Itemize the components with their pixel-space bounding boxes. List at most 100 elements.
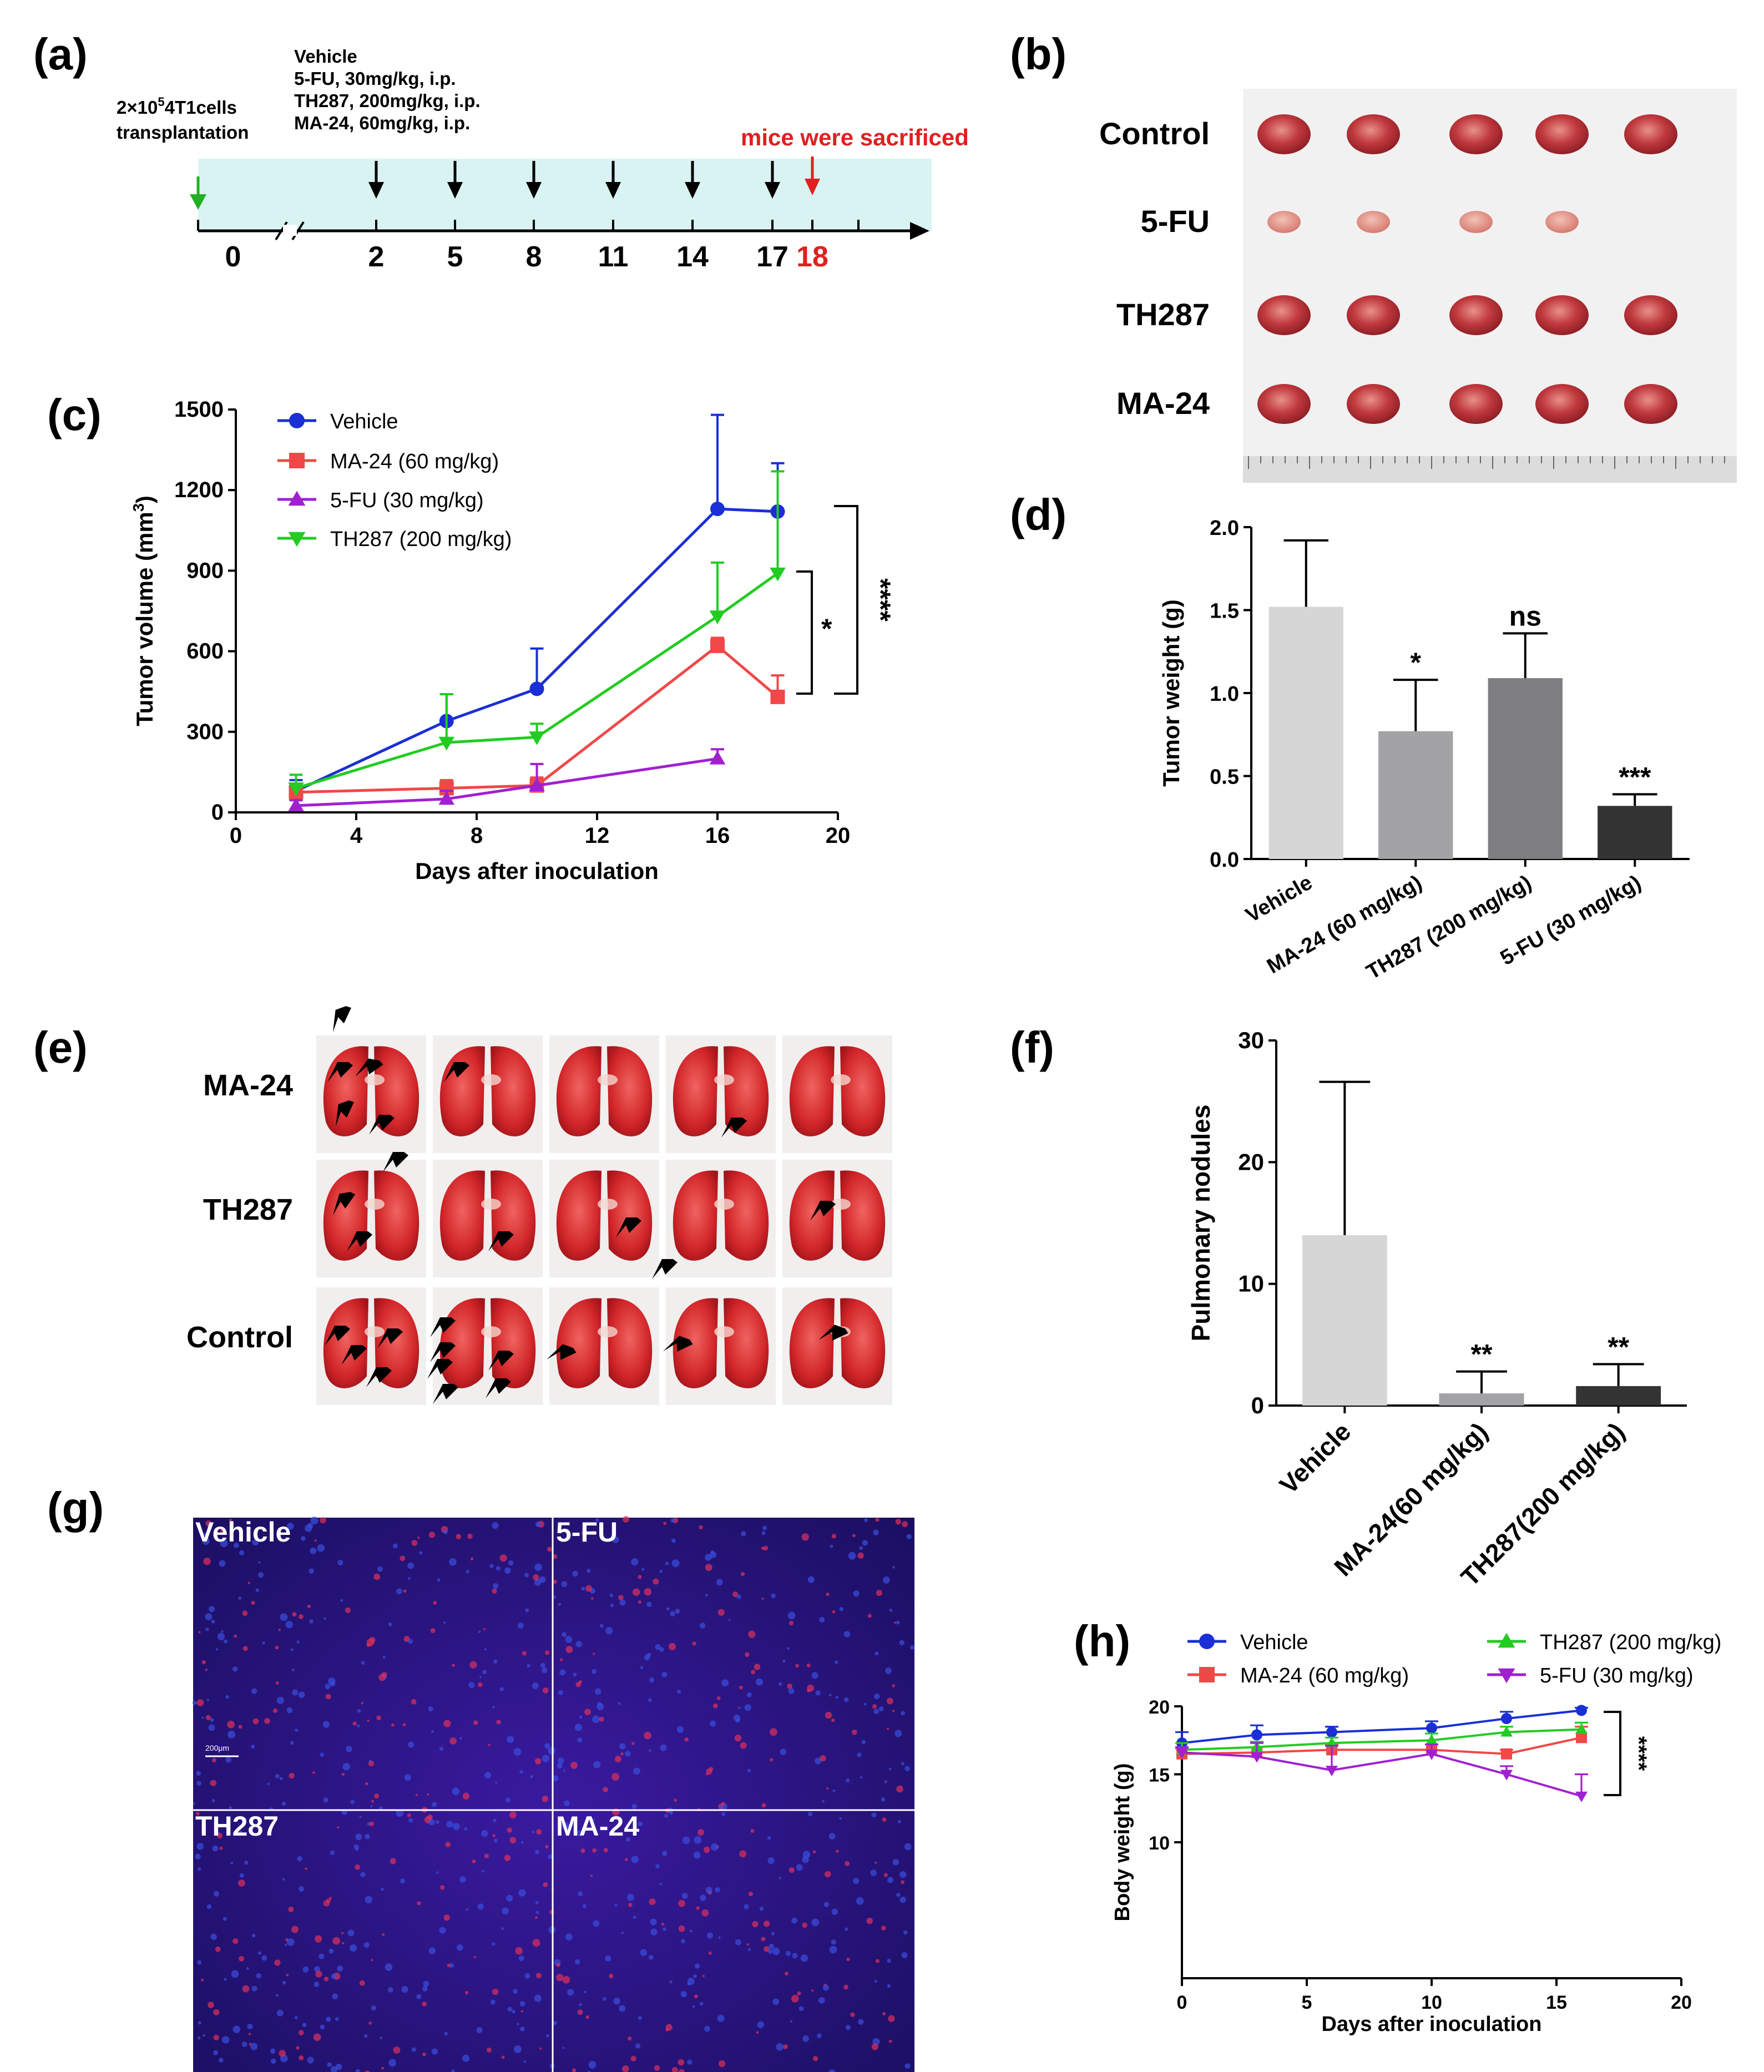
- fluorescence-cell: [553, 1579, 557, 1584]
- timeline-day-label: 8: [526, 241, 542, 273]
- tumor-row-label: MA-24: [1116, 386, 1210, 421]
- fluorescence-cell: [341, 1942, 345, 1945]
- x-tick-label: 15: [1546, 1992, 1567, 2013]
- fluorescence-cell: [396, 1588, 402, 1594]
- fluorescence-cell: [535, 1849, 539, 1854]
- bar: [1488, 678, 1563, 859]
- fluorescence-cell: [676, 1726, 684, 1734]
- fluorescence-cell: [696, 1906, 700, 1910]
- fluorescence-cell: [262, 1641, 265, 1645]
- fluorescence-cell: [223, 1917, 227, 1921]
- fluorescence-cell: [496, 1720, 501, 1725]
- fluorescence-cell: [901, 1711, 905, 1716]
- fluorescence-cell: [609, 1593, 614, 1598]
- fluorescence-cell: [904, 1766, 910, 1772]
- fluorescence-cell: [275, 1645, 279, 1650]
- fluorescence-cell: [887, 1984, 891, 1988]
- tumor-specimen: [1459, 211, 1493, 233]
- fluorescence-cell: [817, 2033, 822, 2038]
- fluorescence-cell: [252, 1718, 259, 1725]
- fluorescence-cell: [577, 2009, 583, 2015]
- treatment-band: [198, 159, 932, 231]
- fluorescence-cell: [310, 1517, 319, 1525]
- fluorescence-cell: [232, 2025, 240, 2033]
- tumor-volume-chart: 0 4 8 12 16 20 0 300 600 900 1200 1500 Days after in…: [130, 397, 896, 884]
- fluorescence-cell: [588, 2061, 597, 2069]
- fluorescence-cell: [374, 1793, 380, 1799]
- fluorescence-cell: [459, 1876, 466, 1883]
- fluorescence-cell: [407, 1813, 411, 1817]
- data-point: [709, 750, 726, 765]
- panel-label-c: (c): [47, 390, 102, 439]
- fluorescence-cell: [745, 1652, 750, 1657]
- fluorescence-cell: [832, 1610, 836, 1614]
- fluorescence-cell: [896, 1620, 900, 1625]
- fluorescence-cell: [201, 1660, 206, 1665]
- fluorescence-cell: [565, 1636, 573, 1643]
- fluorescence-cell: [201, 1716, 204, 1719]
- fluorescence-cell: [371, 1800, 374, 1803]
- fluorescence-cell: [614, 1904, 618, 1907]
- fluorescence-cell: [559, 1669, 566, 1676]
- fluorescence-cell: [247, 2023, 253, 2030]
- panel-label-d: (d): [1010, 490, 1067, 539]
- fluorescence-cell: [532, 1831, 535, 1833]
- fluorescence-cell: [812, 2056, 818, 2061]
- fluorescence-cell: [843, 1631, 851, 1638]
- fluorescence-cell: [792, 1953, 798, 1959]
- y-tick-label: 1.0: [1210, 683, 1239, 706]
- fluorescence-cell: [562, 1632, 567, 1637]
- fluorescence-cell: [728, 1618, 731, 1621]
- fluorescence-cell: [428, 1706, 433, 1712]
- fluorescence-cell: [811, 1989, 814, 1992]
- fluorescence-cell: [876, 1589, 883, 1596]
- fluorescence-cell: [238, 1955, 244, 1962]
- lung-nodule: [365, 1326, 385, 1337]
- fluorescence-cell: [370, 1805, 373, 1808]
- fluorescence-cell: [610, 1603, 614, 1608]
- fluorescence-cell: [831, 1718, 835, 1722]
- fluorescence-cell: [195, 1853, 201, 1859]
- fluorescence-cell: [337, 1826, 340, 1829]
- fluorescence-cell: [314, 1966, 320, 1973]
- fluorescence-cell: [545, 1844, 549, 1849]
- fluorescence-cell: [867, 1614, 872, 1618]
- fluorescence-cell: [524, 1573, 529, 1578]
- fluorescence-cell: [806, 1663, 811, 1667]
- fluorescence-cell: [590, 1597, 594, 1600]
- fluorescence-cell: [408, 1818, 413, 1823]
- data-point: [709, 610, 726, 624]
- data-point: [529, 681, 544, 696]
- fluorescence-cell: [407, 1576, 411, 1580]
- fluorescence-cell: [205, 1628, 209, 1631]
- fluorescence-cell: [532, 1939, 540, 1947]
- legend-label: Vehicle: [1240, 1631, 1308, 1654]
- fluorescence-cell: [621, 2065, 629, 2072]
- fluorescence-cell: [198, 2036, 201, 2040]
- data-point: [1498, 1668, 1515, 1684]
- fluorescence-cell: [539, 2047, 542, 2050]
- fluorescence-cell: [281, 1801, 286, 1806]
- fluorescence-cell: [380, 2036, 382, 2039]
- fluorescence-cell: [640, 1666, 644, 1670]
- fluorescence-cell: [439, 1747, 444, 1751]
- fluorescence-cell: [298, 1691, 305, 1699]
- fluorescence-cell: [244, 1861, 249, 1865]
- fluorescence-cell: [381, 2066, 385, 2070]
- fluorescence-cell: [590, 1530, 595, 1535]
- fluorescence-cell: [299, 2055, 304, 2060]
- fluorescence-cell: [542, 1687, 549, 1694]
- fluorescence-cell: [785, 1950, 791, 1956]
- timeline-day-label: 14: [676, 241, 709, 273]
- fluorescence-cell: [428, 1532, 436, 1538]
- fluorescence-cell: [763, 1921, 770, 1927]
- fluorescence-cell: [755, 1678, 764, 1686]
- y-tick-label: 10: [1149, 1833, 1170, 1854]
- fluorescence-cell: [572, 1570, 578, 1577]
- fluorescence-cell: [519, 1770, 523, 1774]
- fluorescence-cell: [504, 1854, 511, 1861]
- lung-lobe: [439, 1170, 485, 1261]
- fluorescence-cell: [315, 1935, 322, 1943]
- fluorescence-cell: [366, 1638, 375, 1646]
- fluorescence-cell: [364, 2034, 368, 2038]
